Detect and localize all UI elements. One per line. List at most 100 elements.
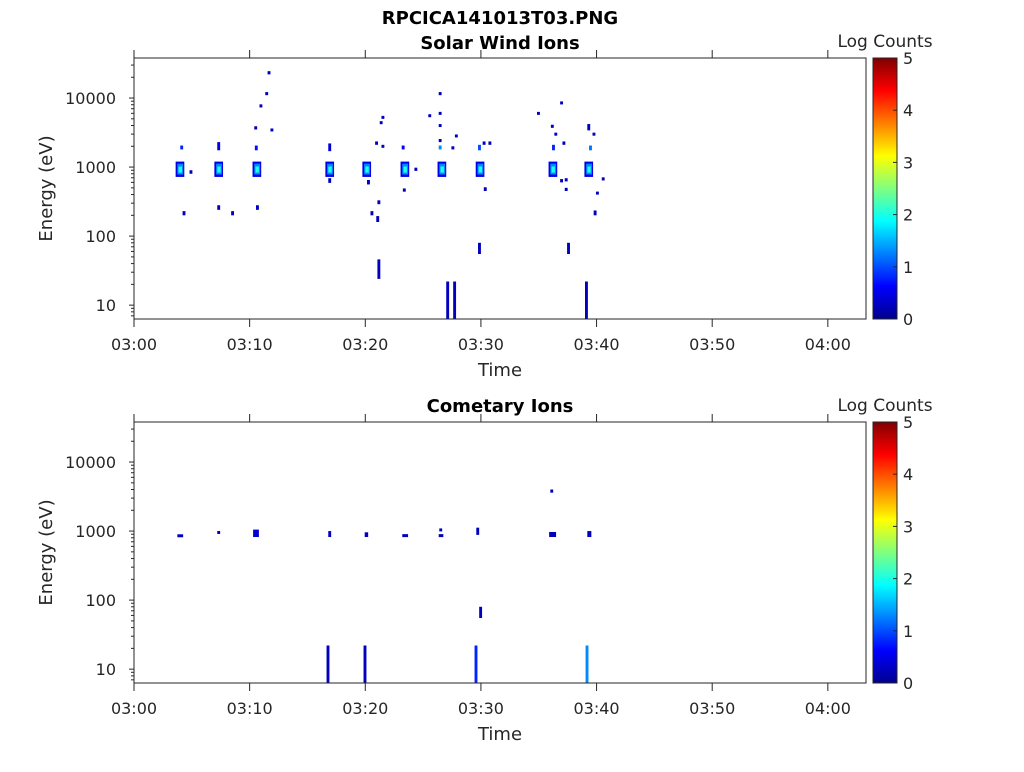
data-cell xyxy=(438,139,442,143)
data-cell xyxy=(476,527,480,535)
data-cell xyxy=(259,104,263,108)
data-cell xyxy=(438,124,442,128)
data-cell xyxy=(483,187,487,192)
data-cell xyxy=(549,531,557,538)
data-cell xyxy=(439,528,443,532)
x-tick-label: 03:30 xyxy=(458,699,504,718)
y-tick-label: 10000 xyxy=(65,89,116,108)
panel-1-subtitle: Solar Wind Ions xyxy=(420,33,579,54)
data-cell xyxy=(537,111,540,115)
colorbar-tick-label: 1 xyxy=(903,622,913,641)
data-cell xyxy=(554,132,558,136)
x-tick-label: 03:00 xyxy=(111,699,157,718)
data-cell xyxy=(551,166,555,173)
data-cell xyxy=(585,645,589,683)
data-cell xyxy=(231,211,235,216)
data-cell xyxy=(438,534,444,538)
y-tick-label: 1000 xyxy=(75,158,116,177)
panel-1: 03:00 03:10 03:20 03:30 03:40 03:50 04:0010100… xyxy=(36,32,933,381)
data-cell xyxy=(217,205,221,210)
x-tick-label: 03:30 xyxy=(458,335,504,354)
data-cell xyxy=(376,216,380,223)
data-cell xyxy=(253,529,259,538)
colorbar-tick-label: 3 xyxy=(903,153,913,172)
data-cell xyxy=(367,179,370,185)
data-cell xyxy=(328,143,332,152)
data-cell xyxy=(375,141,378,145)
data-cell xyxy=(414,167,418,171)
colorbar-tick-label: 2 xyxy=(903,570,913,589)
y-tick-label: 10 xyxy=(96,296,116,315)
data-cell xyxy=(474,645,478,683)
colorbar-tick-label: 4 xyxy=(903,465,913,484)
data-cell xyxy=(587,124,591,131)
x-tick-label: 03:00 xyxy=(111,335,157,354)
data-cell xyxy=(177,534,184,538)
data-cell xyxy=(255,166,259,173)
x-tick-label: 03:40 xyxy=(574,699,620,718)
data-cell xyxy=(189,170,193,174)
x-tick-label: 03:10 xyxy=(227,335,273,354)
colorbar-tick-label: 3 xyxy=(903,517,913,536)
data-cell xyxy=(379,121,383,125)
data-cell xyxy=(562,141,566,145)
data-cell xyxy=(601,177,605,181)
data-cell xyxy=(270,128,274,132)
data-cell xyxy=(328,166,332,173)
data-cell xyxy=(403,166,407,173)
data-cell xyxy=(478,166,483,173)
y-tick-label: 1000 xyxy=(75,522,116,541)
y-axis-label: Energy (eV) xyxy=(36,499,57,605)
data-cell xyxy=(265,92,269,96)
data-cell xyxy=(401,145,405,150)
axes-box xyxy=(133,421,867,684)
data-cell xyxy=(402,188,406,192)
panel-2: 03:00 03:10 03:20 03:30 03:40 03:50 04:00 1 0 100… xyxy=(36,396,933,745)
data-cell xyxy=(365,166,369,173)
colorbar-label: Log Counts xyxy=(837,32,932,52)
data-cell xyxy=(595,191,599,195)
data-cell xyxy=(451,146,455,150)
data-cell xyxy=(478,242,481,255)
colorbar-tick-label: 1 xyxy=(903,258,913,277)
x-tick-label: 03:40 xyxy=(574,335,620,354)
colorbar-tick-label: 5 xyxy=(903,49,913,68)
data-cell xyxy=(370,211,374,216)
x-tick-label: 04:00 xyxy=(805,335,851,354)
data-cell xyxy=(589,145,592,151)
x-tick-label: 03:20 xyxy=(342,699,388,718)
data-cell xyxy=(182,211,186,216)
plot-area xyxy=(134,422,866,683)
colorbar xyxy=(872,421,898,684)
data-cell xyxy=(217,166,221,173)
colorbar-tick-label: 0 xyxy=(903,674,913,693)
x-tick-label: 03:50 xyxy=(689,335,735,354)
data-cell xyxy=(587,531,592,538)
data-cell xyxy=(550,489,554,493)
data-cell xyxy=(377,200,381,205)
x-tick-label: 03:50 xyxy=(689,699,735,718)
data-cell xyxy=(377,259,381,279)
data-cell xyxy=(567,242,570,255)
y-axis-label: Energy (eV) xyxy=(36,135,57,241)
data-cell xyxy=(564,187,568,192)
data-cell xyxy=(217,530,221,534)
data-cell xyxy=(564,178,568,182)
data-cell xyxy=(438,145,442,150)
figure-title: RPCICA141013T03.PNG xyxy=(382,8,618,29)
data-cell xyxy=(381,115,385,119)
data-cell xyxy=(363,645,367,683)
x-tick-label: 04:00 xyxy=(805,699,851,718)
data-cell xyxy=(552,144,555,151)
data-cell xyxy=(267,71,271,75)
y-tick-label: 10000 xyxy=(65,453,116,472)
data-cell xyxy=(381,144,385,148)
colorbar-tick-label: 2 xyxy=(903,206,913,225)
x-tick-label: 03:10 xyxy=(227,699,273,718)
data-cell xyxy=(438,111,442,115)
data-cell xyxy=(454,134,458,138)
data-cell xyxy=(453,281,457,319)
panel-2-subtitle: Cometary Ions xyxy=(427,396,574,417)
data-cell xyxy=(256,205,259,210)
